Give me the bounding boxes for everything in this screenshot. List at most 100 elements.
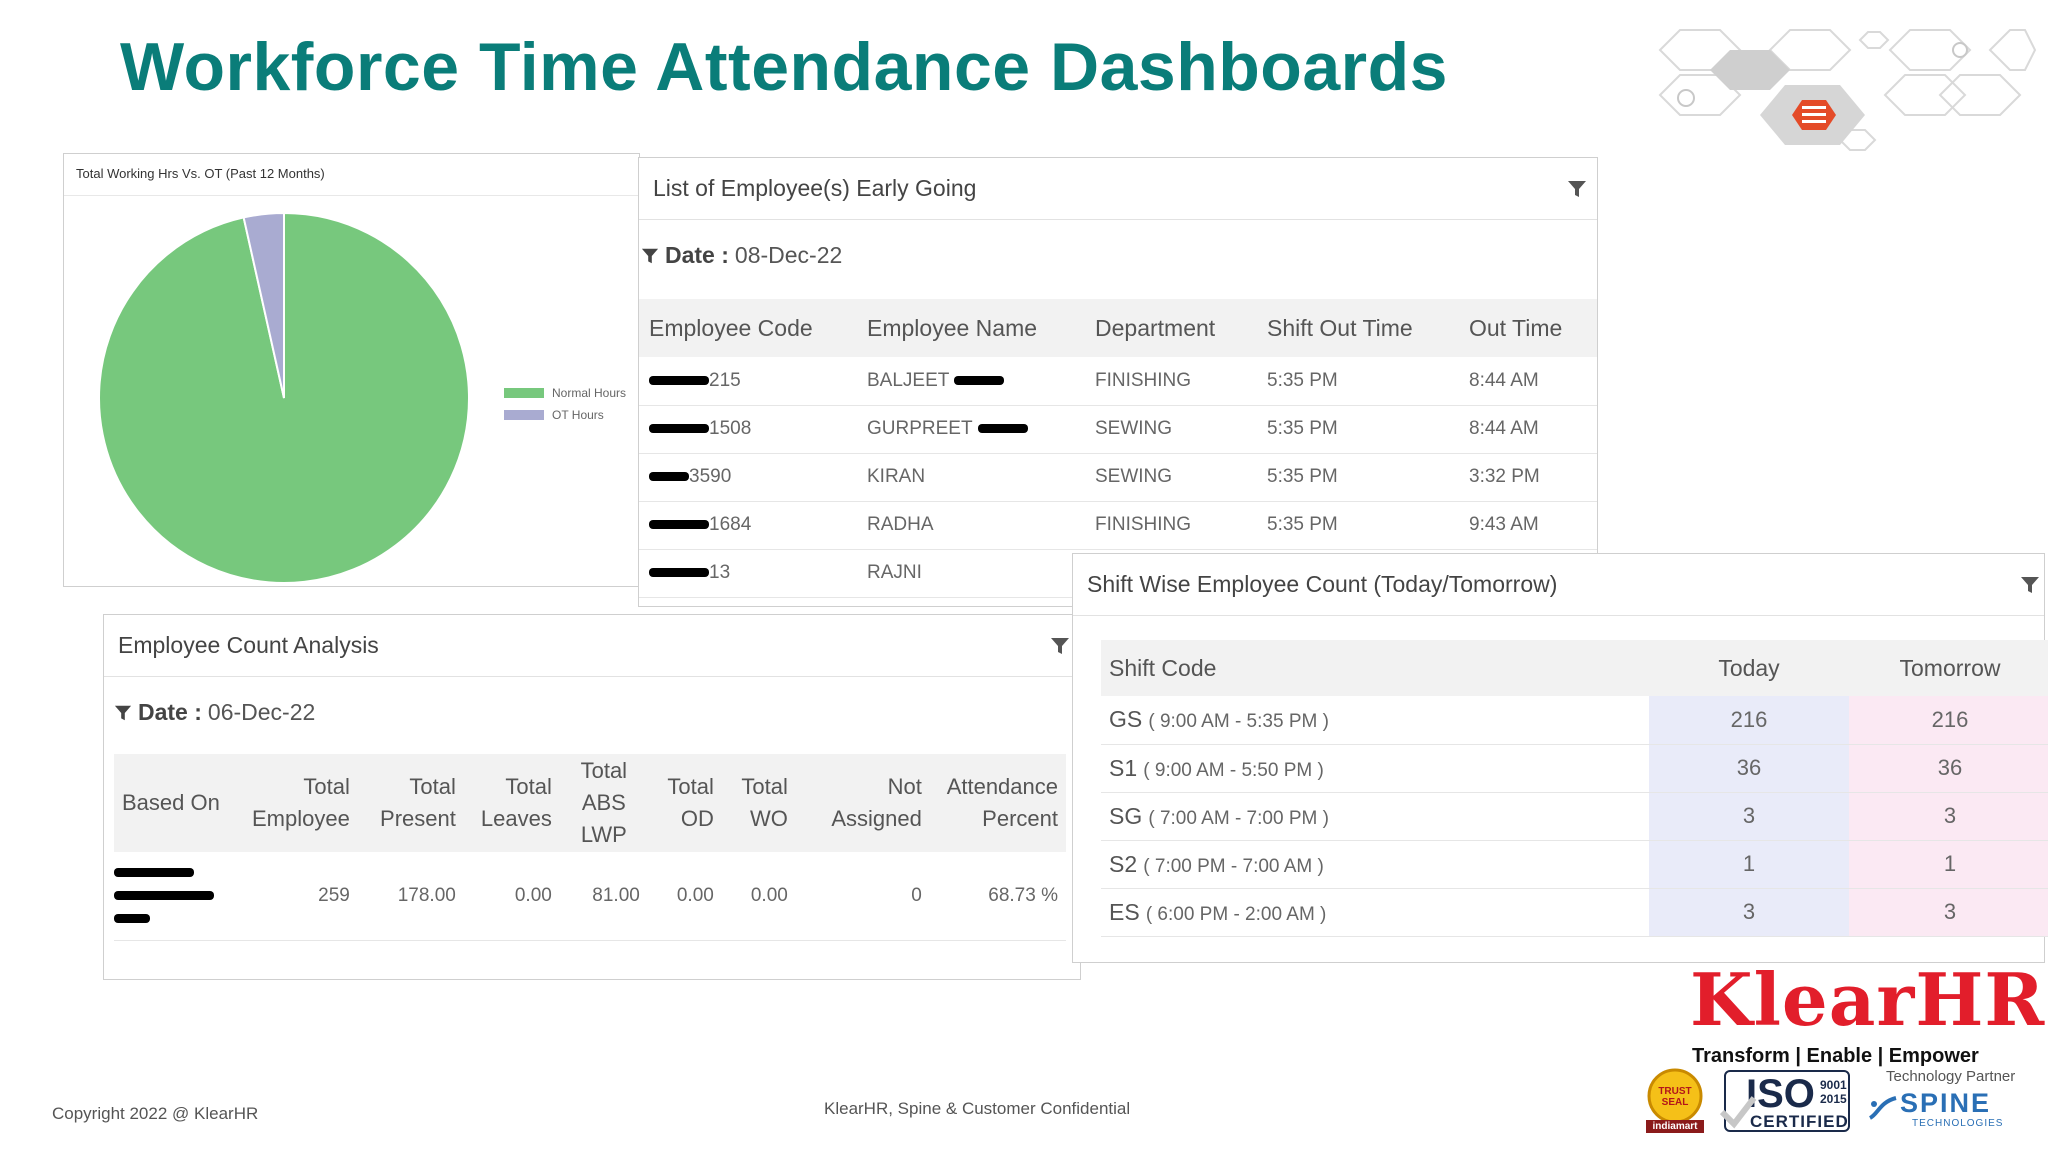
eca-date-filter: Date : 06-Dec-22 xyxy=(104,677,1080,748)
col-department[interactable]: Department xyxy=(1085,299,1257,357)
chat-icon xyxy=(1792,100,1836,130)
table-row[interactable]: S1 ( 9:00 AM - 5:50 PM ) 36 36 xyxy=(1101,744,2048,793)
col-attendance-percent[interactable]: Attendance Percent xyxy=(929,754,1066,852)
cell-name: RAJNI xyxy=(857,549,1085,598)
table-row[interactable]: 3590 KIRAN SEWING 5:35 PM 3:32 PM xyxy=(639,453,1597,502)
cell-dept: FINISHING xyxy=(1085,357,1257,406)
col-total-leaves[interactable]: Total Leaves xyxy=(463,754,560,852)
cell-code: 3590 xyxy=(639,453,857,502)
shift-wise-panel: Shift Wise Employee Count (Today/Tomorro… xyxy=(1072,553,2048,963)
cell-based-on xyxy=(114,852,244,941)
spine-text: SPINE xyxy=(1900,1088,1992,1118)
eca-table: Based On Total Employee Total Present Tota… xyxy=(114,754,1066,941)
filter-icon[interactable] xyxy=(2020,574,2040,594)
redaction-mark xyxy=(114,914,150,924)
cell-shift: SG ( 7:00 AM - 7:00 PM ) xyxy=(1101,792,1649,841)
col-out-time[interactable]: Out Time xyxy=(1459,299,1597,357)
date-value: 06-Dec-22 xyxy=(207,699,316,725)
code-text: 215 xyxy=(709,369,741,391)
redaction-mark xyxy=(649,472,689,482)
cell-code: 13 xyxy=(639,549,857,598)
shift-table: Shift Code Today Tomorrow GS ( 9:00 AM -… xyxy=(1101,640,2048,937)
col-tomorrow[interactable]: Tomorrow xyxy=(1849,640,2048,696)
redaction-mark xyxy=(114,868,194,878)
cell-today: 3 xyxy=(1649,792,1849,841)
pie-chart-title: Total Working Hrs Vs. OT (Past 12 Months… xyxy=(64,154,639,196)
cell-tomorrow: 3 xyxy=(1849,888,2048,937)
iso-certified-badge: ISO 9001 2015 CERTIFIED xyxy=(1719,1070,1850,1132)
early-going-panel: List of Employee(s) Early Going Date : 0… xyxy=(638,157,1598,607)
col-total-wo[interactable]: Total WO xyxy=(721,754,796,852)
spine-sub-text: TECHNOLOGIES xyxy=(1912,1118,2004,1129)
col-shift-out-time[interactable]: Shift Out Time xyxy=(1257,299,1459,357)
filter-icon xyxy=(114,705,132,720)
code-text: 1684 xyxy=(709,514,752,535)
date-label: Date : xyxy=(138,699,202,725)
iso-year: 2015 xyxy=(1820,1092,1847,1106)
cell-name: BALJEET xyxy=(857,357,1085,406)
shift-time: ( 9:00 AM - 5:50 PM ) xyxy=(1143,759,1324,781)
cell-code: 1684 xyxy=(639,501,857,550)
table-row[interactable]: GS ( 9:00 AM - 5:35 PM ) 216 216 xyxy=(1101,696,2048,745)
cell-total-wo: 0.00 xyxy=(721,852,796,941)
cell-total-present: 178.00 xyxy=(357,852,464,941)
filter-icon[interactable] xyxy=(1567,178,1587,198)
cell-shift: ES ( 6:00 PM - 2:00 AM ) xyxy=(1101,888,1649,937)
spine-mark-icon xyxy=(1868,1096,1897,1120)
cell-shift-out: 5:35 PM xyxy=(1257,501,1459,550)
code-text: 3590 xyxy=(689,466,732,487)
col-total-abs-lwp[interactable]: Total ABS LWP xyxy=(559,754,648,852)
cell-total-employee: 259 xyxy=(244,852,358,941)
early-going-header: List of Employee(s) Early Going xyxy=(639,158,1597,220)
legend-label-ot: OT Hours xyxy=(552,408,604,422)
table-row[interactable]: ES ( 6:00 PM - 2:00 AM ) 3 3 xyxy=(1101,888,2048,937)
cell-today: 1 xyxy=(1649,840,1849,889)
col-today[interactable]: Today xyxy=(1649,640,1849,696)
table-row[interactable]: SG ( 7:00 AM - 7:00 PM ) 3 3 xyxy=(1101,792,2048,841)
date-label: Date : xyxy=(665,242,729,268)
early-going-title: List of Employee(s) Early Going xyxy=(653,175,977,201)
col-total-present[interactable]: Total Present xyxy=(357,754,464,852)
name-text: BALJEET xyxy=(867,369,950,391)
iso-number: 9001 xyxy=(1820,1078,1847,1092)
cell-shift: S1 ( 9:00 AM - 5:50 PM ) xyxy=(1101,744,1649,793)
col-total-employee[interactable]: Total Employee xyxy=(244,754,358,852)
col-shift-code[interactable]: Shift Code xyxy=(1101,640,1649,696)
redaction-mark xyxy=(954,376,1005,386)
code-text: 1508 xyxy=(709,418,752,439)
cell-shift: GS ( 9:00 AM - 5:35 PM ) xyxy=(1101,696,1649,745)
eca-title: Employee Count Analysis xyxy=(118,632,379,658)
cell-name: RADHA xyxy=(857,501,1085,550)
cell-shift-out: 5:35 PM xyxy=(1257,357,1459,406)
filter-icon[interactable] xyxy=(1050,635,1070,655)
table-row[interactable]: 215 BALJEET FINISHING 5:35 PM 8:44 AM xyxy=(639,357,1597,406)
table-row[interactable]: 1684 RADHA FINISHING 5:35 PM 9:43 AM xyxy=(639,501,1597,550)
cell-code: 215 xyxy=(639,357,857,406)
col-not-assigned[interactable]: Not Assigned xyxy=(795,754,930,852)
cell-shift-out: 5:35 PM xyxy=(1257,405,1459,454)
copyright-text: Copyright 2022 @ KlearHR xyxy=(52,1104,259,1123)
employee-count-panel: Employee Count Analysis Date : 06-Dec-22… xyxy=(103,614,1081,980)
pie-chart xyxy=(98,211,470,584)
table-row[interactable]: 1508 GURPREET SEWING 5:35 PM 8:44 AM xyxy=(639,405,1597,454)
cell-total-leaves: 0.00 xyxy=(463,852,560,941)
shift-code: ES xyxy=(1109,898,1140,925)
klearhr-logo: KlearHR xyxy=(1690,957,2046,1042)
shift-time: ( 6:00 PM - 2:00 AM ) xyxy=(1145,903,1327,925)
cell-dept: SEWING xyxy=(1085,453,1257,502)
table-row[interactable]: S2 ( 7:00 PM - 7:00 AM ) 1 1 xyxy=(1101,840,2048,889)
cell-dept: SEWING xyxy=(1085,405,1257,454)
col-employee-code[interactable]: Employee Code xyxy=(639,299,857,357)
redaction-mark xyxy=(649,424,709,434)
cell-out: 8:44 AM xyxy=(1459,357,1597,406)
table-row[interactable]: 259 178.00 0.00 81.00 0.00 0.00 0 68.73 … xyxy=(114,852,1066,941)
confidential-text: KlearHR, Spine & Customer Confidential xyxy=(824,1099,1131,1118)
pie-slice-ot-hours[interactable] xyxy=(242,211,285,399)
pie-chart-panel: Total Working Hrs Vs. OT (Past 12 Months… xyxy=(63,153,640,587)
checkmark-icon xyxy=(1719,1096,1757,1129)
col-total-od[interactable]: Total OD xyxy=(647,754,722,852)
shift-time: ( 7:00 AM - 7:00 PM ) xyxy=(1148,807,1329,829)
col-based-on[interactable]: Based On xyxy=(114,754,244,852)
cell-tomorrow: 3 xyxy=(1849,792,2048,841)
col-employee-name[interactable]: Employee Name xyxy=(857,299,1085,357)
